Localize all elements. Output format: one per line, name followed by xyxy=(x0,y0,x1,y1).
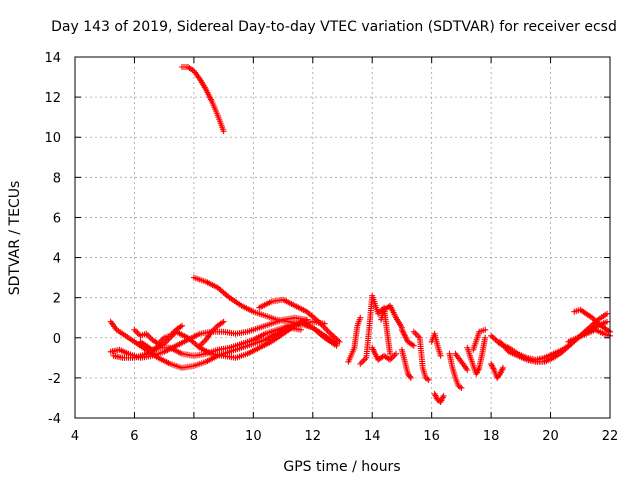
y-axis-title: SDTVAR / TECUs xyxy=(7,181,23,296)
series-arc13 xyxy=(378,302,405,331)
data-point-markers xyxy=(131,322,185,347)
data-point-markers xyxy=(446,350,465,391)
x-tick-label: 6 xyxy=(130,429,138,444)
plot-frame xyxy=(74,56,611,419)
series-arc8 xyxy=(196,318,227,349)
series-arc15 xyxy=(398,346,414,381)
series-arc27 xyxy=(571,306,613,335)
y-tick-label: 6 xyxy=(53,211,61,226)
series-arc23 xyxy=(470,326,489,353)
axis-ticks: 4 6 8 10 12 14 16 18 20 22 -4 -2 0 2 4 6 8 10 12 14 xyxy=(44,51,618,444)
data-point-markers xyxy=(470,326,489,353)
series-arc9 xyxy=(256,296,343,345)
data-point-markers xyxy=(571,306,613,335)
x-axis-title: GPS time / hours xyxy=(283,459,400,475)
x-tick-label: 4 xyxy=(71,429,79,444)
data-point-markers xyxy=(369,344,399,363)
y-tick-label: -2 xyxy=(48,372,61,387)
x-tick-label: 22 xyxy=(602,429,619,444)
data-point-markers xyxy=(107,318,304,371)
series-arc14 xyxy=(369,344,399,363)
y-tick-label: 14 xyxy=(44,51,61,66)
data-point-markers xyxy=(345,314,364,365)
series-arc7 xyxy=(131,322,185,347)
y-tick-label: 2 xyxy=(53,292,61,307)
series-arc11 xyxy=(345,314,364,365)
data-point-markers xyxy=(196,318,227,349)
data-point-markers xyxy=(431,390,447,405)
x-tick-label: 12 xyxy=(305,429,322,444)
data-point-markers xyxy=(378,302,405,331)
x-tick-label: 16 xyxy=(423,429,440,444)
y-tick-label: 8 xyxy=(53,171,61,186)
series-arc20 xyxy=(446,350,465,391)
series-arc28 xyxy=(565,326,613,345)
data-point-markers xyxy=(179,64,227,135)
x-tick-label: 20 xyxy=(542,429,559,444)
x-tick-label: 10 xyxy=(245,429,262,444)
data-point-markers xyxy=(410,328,432,383)
series-arc17 xyxy=(410,328,432,383)
series-arc18 xyxy=(428,330,444,359)
series-arc5 xyxy=(107,318,304,371)
y-tick-label: 0 xyxy=(53,332,61,347)
data-point-markers xyxy=(274,318,340,349)
series-arc10 xyxy=(274,318,340,349)
series-arc24 xyxy=(488,360,506,381)
series-arc21 xyxy=(452,350,471,373)
data-points xyxy=(107,64,613,405)
data-point-markers xyxy=(428,330,444,359)
data-point-markers xyxy=(565,326,613,345)
y-tick-label: 12 xyxy=(44,91,61,106)
data-point-markers xyxy=(464,334,489,377)
chart-title: Day 143 of 2019, Sidereal Day-to-day VTE… xyxy=(51,19,617,35)
x-tick-label: 18 xyxy=(483,429,500,444)
data-point-markers xyxy=(398,326,417,349)
y-tick-label: 4 xyxy=(53,252,61,267)
y-tick-label: -4 xyxy=(48,412,61,427)
data-point-markers xyxy=(398,346,414,381)
series-arc16 xyxy=(398,326,417,349)
data-point-markers xyxy=(256,296,343,345)
series-arc22 xyxy=(464,334,489,377)
data-point-markers xyxy=(452,350,471,373)
x-tick-label: 14 xyxy=(364,429,381,444)
data-point-markers xyxy=(488,360,506,381)
series-arc1 xyxy=(179,64,227,135)
y-tick-label: 10 xyxy=(44,131,61,146)
series-arc19 xyxy=(431,390,447,405)
x-tick-label: 8 xyxy=(190,429,198,444)
grid xyxy=(75,57,610,418)
